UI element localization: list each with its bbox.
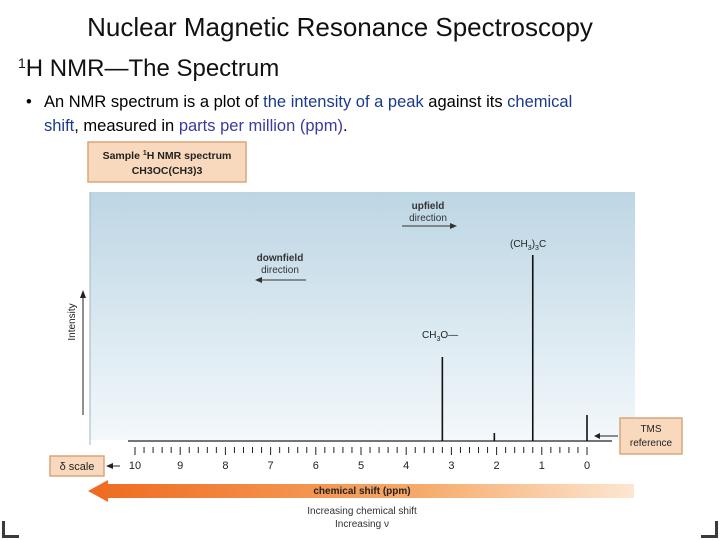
- sample-box-title: Sample 1H NMR spectrum: [103, 150, 232, 162]
- tms-box-frame: [619, 417, 683, 455]
- delta-scale-box: δ scale: [49, 455, 120, 477]
- downfield-arrowhead: [255, 277, 262, 283]
- sample-box: Sample 1H NMR spectrum CH3OC(CH3)3: [87, 141, 247, 183]
- bullet-highlight-ppm: parts per million (ppm): [178, 117, 343, 135]
- sample-box-title-post: H NMR spectrum: [147, 150, 232, 162]
- x-tick-label: 0: [584, 460, 590, 472]
- x-tick-label: 9: [177, 460, 183, 472]
- upfield-label-1: upfield: [412, 201, 445, 212]
- bullet-highlight-shift: shift: [44, 117, 75, 135]
- peak-label-ch3o: CH3O—: [422, 330, 458, 343]
- chemical-shift-arrow-shape: [88, 480, 634, 502]
- y-axis: Intensity: [67, 290, 86, 415]
- upfield-label-2: direction: [409, 213, 447, 224]
- spectrum-peaks: [441, 255, 588, 441]
- bullet-marker: •: [26, 93, 32, 111]
- footer-increasing-nu: Increasing ν: [335, 519, 389, 530]
- delta-scale-label: δ scale: [60, 461, 95, 473]
- x-tick-label: 1: [539, 460, 545, 472]
- x-axis-tick-labels: 10 9 8 7 6 5 4 3 2 1 0: [129, 460, 590, 472]
- slide-subtitle: 1H NMR—The Spectrum: [18, 55, 279, 83]
- spectrum-background: [90, 192, 635, 440]
- slide-title: Nuclear Magnetic Resonance Spectroscopy: [87, 12, 593, 42]
- slide-corner-bottom-right: [701, 521, 718, 538]
- bullet-text-part: , measured in: [74, 117, 179, 135]
- upfield-annotation: upfield direction: [402, 201, 457, 229]
- downfield-annotation: downfield direction: [255, 253, 306, 283]
- bullet-text-part: against its: [423, 93, 508, 111]
- subtitle-superscript: 1: [18, 55, 26, 71]
- upfield-arrowhead: [450, 223, 457, 229]
- tms-pointer-arrowhead: [594, 433, 600, 439]
- bullet-text: An NMR spectrum is a plot of the intensi…: [44, 90, 720, 138]
- x-tick-label: 2: [494, 460, 500, 472]
- sample-box-frame: [87, 141, 247, 183]
- sample-box-formula: CH3OC(CH3)3: [132, 165, 203, 177]
- downfield-label-1: downfield: [257, 253, 304, 264]
- bullet-highlight-chemical: chemical: [507, 93, 573, 111]
- x-axis-ticks: [134, 447, 588, 455]
- y-axis-label: Intensity: [67, 303, 78, 340]
- bullet-text-part: .: [342, 117, 348, 135]
- downfield-label-2: direction: [261, 265, 299, 276]
- x-tick-label: 10: [129, 460, 141, 472]
- tms-label-1: TMS: [640, 424, 661, 435]
- x-tick-label: 3: [448, 460, 454, 472]
- x-tick-label: 8: [222, 460, 228, 472]
- y-axis-arrowhead: [80, 290, 86, 298]
- delta-scale-frame: [49, 455, 105, 477]
- tms-label-2: reference: [630, 438, 673, 449]
- bullet-highlight-intensity: the intensity of a peak: [263, 93, 424, 111]
- x-tick-label: 4: [403, 460, 409, 472]
- x-tick-label: 5: [358, 460, 364, 472]
- subtitle-text: H NMR—The Spectrum: [25, 55, 280, 82]
- chemical-shift-arrow: chemical shift (ppm): [88, 480, 634, 502]
- slide-corner-bottom-left: [2, 521, 19, 538]
- x-tick-label: 7: [268, 460, 274, 472]
- bullet-text-part: An NMR spectrum is a plot of: [44, 93, 264, 111]
- sample-box-title-sup: 1: [143, 150, 147, 157]
- sample-box-title-pre: Sample: [103, 150, 143, 162]
- footer-increasing-shift: Increasing chemical shift: [307, 506, 417, 517]
- x-axis-label: chemical shift (ppm): [313, 486, 410, 497]
- tms-reference-box: TMS reference: [594, 417, 683, 455]
- x-tick-label: 6: [313, 460, 319, 472]
- delta-scale-pointer: [106, 463, 113, 469]
